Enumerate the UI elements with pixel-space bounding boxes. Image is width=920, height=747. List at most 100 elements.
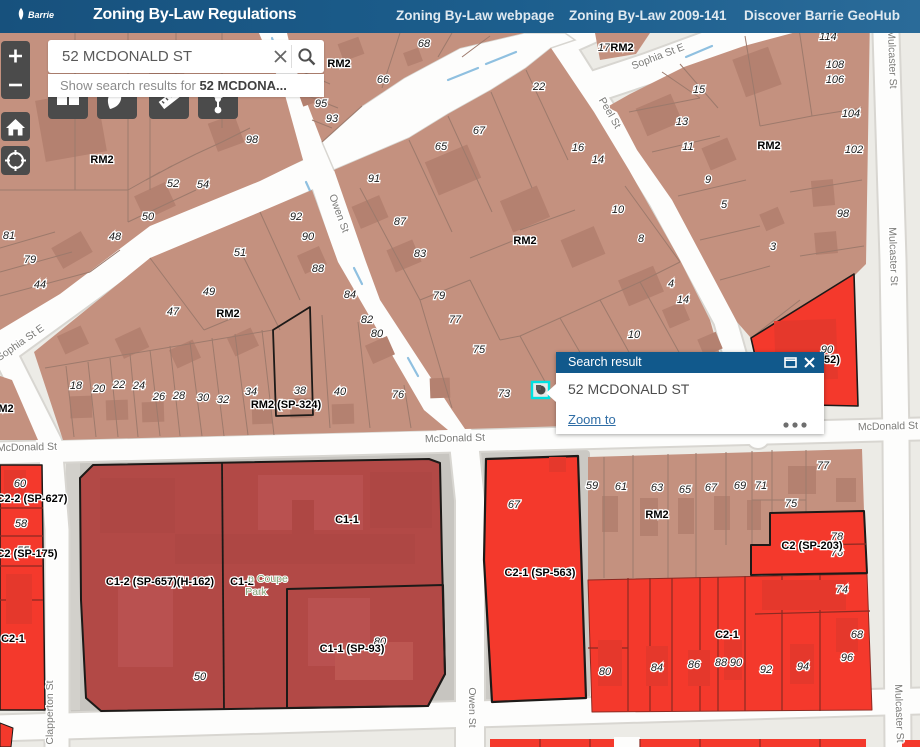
svg-text:67: 67 [705, 482, 718, 494]
svg-text:50: 50 [142, 211, 155, 223]
svg-text:17: 17 [598, 42, 611, 54]
svg-text:49: 49 [203, 286, 215, 298]
svg-text:50: 50 [194, 671, 207, 683]
svg-text:48: 48 [109, 231, 122, 243]
svg-text:44: 44 [34, 279, 46, 291]
svg-text:18: 18 [70, 380, 83, 392]
svg-text:87: 87 [394, 216, 407, 228]
svg-text:34: 34 [245, 386, 257, 398]
svg-text:14: 14 [592, 154, 604, 166]
svg-text:98: 98 [246, 134, 259, 146]
svg-text:71: 71 [755, 480, 767, 492]
svg-text:63: 63 [651, 482, 664, 494]
svg-text:15: 15 [693, 84, 706, 96]
svg-text:C2-1 (SP-563): C2-1 (SP-563) [505, 567, 576, 579]
svg-text:90: 90 [302, 231, 315, 243]
svg-text:81: 81 [3, 230, 15, 242]
svg-text:3: 3 [770, 241, 777, 253]
svg-text:28: 28 [172, 390, 186, 402]
svg-text:McDonald St: McDonald St [858, 420, 918, 434]
svg-text:88: 88 [715, 657, 728, 669]
svg-text:95: 95 [315, 98, 328, 110]
svg-text:75: 75 [473, 344, 486, 356]
svg-text:92: 92 [290, 211, 302, 223]
svg-text:RM2: RM2 [90, 154, 113, 166]
svg-text:McDonald St: McDonald St [0, 441, 57, 455]
svg-text:Mulcaster St: Mulcaster St [886, 227, 900, 286]
svg-text:8: 8 [638, 233, 645, 245]
svg-text:91: 91 [368, 173, 380, 185]
svg-text:RM2 (SP-324): RM2 (SP-324) [251, 399, 322, 411]
svg-text:108: 108 [826, 59, 845, 71]
svg-text:77: 77 [449, 314, 462, 326]
svg-text:76: 76 [831, 547, 844, 559]
svg-text:C2 (SP-175): C2 (SP-175) [0, 548, 58, 560]
svg-text:RM2: RM2 [513, 235, 536, 247]
svg-text:Clapperton St: Clapperton St [44, 680, 56, 744]
svg-text:67: 67 [473, 125, 486, 137]
svg-text:52: 52 [167, 178, 179, 190]
svg-text:86: 86 [688, 659, 701, 671]
svg-text:10: 10 [612, 204, 625, 216]
svg-text:9: 9 [705, 174, 711, 186]
svg-text:RM2: RM2 [757, 140, 780, 152]
svg-text:13: 13 [676, 116, 689, 128]
svg-text:88: 88 [312, 263, 325, 275]
svg-text:C2-2 (SP-627): C2-2 (SP-627) [0, 493, 68, 505]
svg-text:22: 22 [532, 81, 545, 93]
svg-text:RM2: RM2 [645, 509, 668, 521]
svg-text:93: 93 [326, 113, 339, 125]
svg-text:82: 82 [361, 314, 373, 326]
svg-text:38: 38 [294, 385, 307, 397]
svg-text:C2-1: C2-1 [1, 633, 25, 645]
svg-text:60: 60 [14, 478, 27, 490]
svg-text:47: 47 [167, 306, 180, 318]
svg-text:84: 84 [344, 289, 356, 301]
svg-text:76: 76 [392, 389, 405, 401]
svg-text:65: 65 [679, 484, 692, 496]
svg-text:n Coupe: n Coupe [248, 573, 288, 585]
svg-text:84: 84 [651, 662, 663, 674]
svg-text:11: 11 [682, 141, 693, 153]
svg-text:RM2: RM2 [327, 58, 350, 70]
svg-text:74: 74 [836, 584, 848, 596]
svg-text:79: 79 [24, 254, 36, 266]
svg-text:96: 96 [841, 652, 854, 664]
svg-text:77: 77 [817, 460, 830, 472]
svg-text:106: 106 [826, 74, 845, 86]
svg-text:51: 51 [234, 247, 246, 259]
svg-text:114: 114 [819, 31, 837, 43]
svg-text:14: 14 [677, 294, 689, 306]
svg-text:54: 54 [197, 179, 209, 191]
svg-text:C2 (SP-203): C2 (SP-203) [781, 540, 842, 552]
svg-text:80: 80 [599, 666, 612, 678]
svg-text:80: 80 [371, 328, 384, 340]
svg-text:20: 20 [92, 383, 106, 395]
svg-text:73: 73 [498, 388, 511, 400]
svg-text:68: 68 [851, 629, 864, 641]
svg-text:83: 83 [414, 248, 427, 260]
svg-text:52): 52) [824, 354, 840, 366]
svg-text:26: 26 [152, 391, 166, 403]
svg-text:104: 104 [842, 108, 860, 120]
svg-text:58: 58 [15, 518, 28, 530]
svg-text:22: 22 [112, 379, 125, 391]
svg-text:McDonald St: McDonald St [425, 432, 485, 446]
svg-text:92: 92 [760, 664, 772, 676]
svg-text:C2-1: C2-1 [715, 629, 739, 641]
svg-text:24: 24 [132, 380, 145, 392]
svg-text:RM2: RM2 [610, 42, 633, 54]
svg-text:98: 98 [837, 208, 850, 220]
svg-text:102: 102 [845, 144, 863, 156]
svg-text:55: 55 [17, 545, 30, 557]
svg-text:65: 65 [435, 141, 448, 153]
svg-text:10: 10 [628, 329, 641, 341]
svg-text:Park: Park [245, 586, 267, 598]
svg-text:59: 59 [586, 480, 598, 492]
svg-text:67: 67 [508, 499, 521, 511]
svg-text:C1-2: C1-2 [230, 576, 254, 588]
svg-text:66: 66 [377, 74, 390, 86]
svg-text:61: 61 [615, 481, 627, 493]
svg-text:32: 32 [217, 394, 229, 406]
svg-text:78: 78 [831, 531, 844, 543]
